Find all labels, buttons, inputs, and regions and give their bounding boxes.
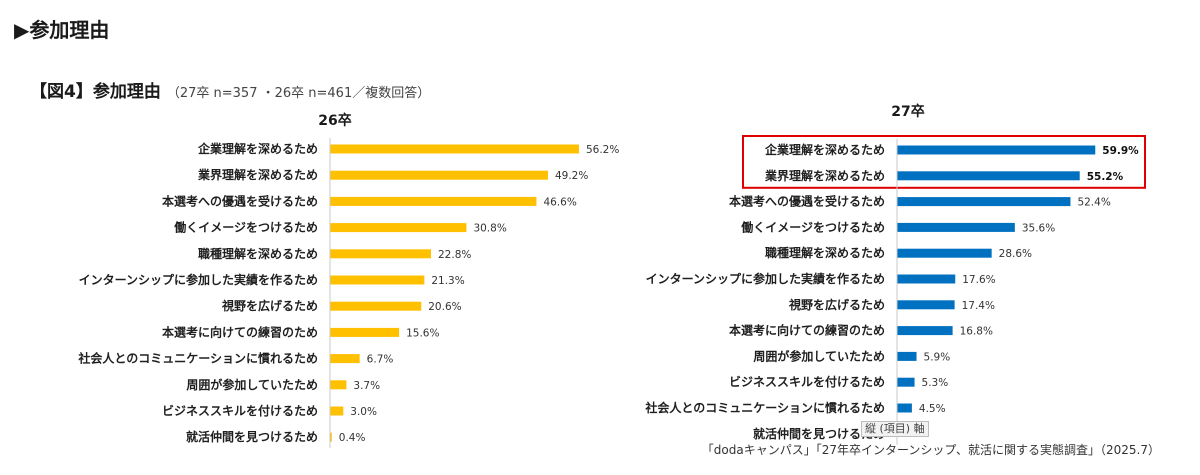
category-label-26: 本選考に向けての練習のため bbox=[162, 324, 318, 339]
chart-title-26: 26卒 bbox=[318, 112, 351, 129]
category-label-26: 周囲が参加していたため bbox=[186, 377, 318, 392]
value-label-26: 22.8% bbox=[438, 249, 471, 261]
value-label-27: 55.2% bbox=[1087, 171, 1124, 183]
category-label-26: 視野を広げるため bbox=[221, 298, 318, 313]
category-label-26: 就活仲間を見つけるため bbox=[186, 429, 318, 444]
bar-27 bbox=[897, 222, 1015, 232]
value-label-26: 20.6% bbox=[428, 301, 461, 313]
value-label-27: 28.6% bbox=[999, 248, 1032, 260]
bar-26 bbox=[330, 327, 400, 337]
bar-27 bbox=[897, 403, 912, 413]
bar-27 bbox=[897, 300, 955, 310]
category-label-26: 社会人とのコミュニケーションに慣れるため bbox=[77, 351, 318, 366]
category-label-26: ビジネススキルを付けるため bbox=[162, 403, 318, 418]
value-label-27: 17.6% bbox=[962, 274, 995, 286]
category-label-27: 業界理解を深めるため bbox=[764, 168, 885, 183]
category-label-27: 周囲が参加していたため bbox=[753, 348, 885, 363]
value-label-27: 59.9% bbox=[1102, 145, 1139, 157]
figure-title-sub: （27卒 n=357 ・26卒 n=461／複数回答） bbox=[166, 86, 431, 101]
category-label-26: インターンシップに参加した実績を作るため bbox=[79, 272, 318, 287]
category-label-27: 本選考に向けての練習のため bbox=[729, 323, 885, 338]
category-label-27: 働くイメージをつけるため bbox=[740, 219, 885, 234]
value-label-26: 30.8% bbox=[473, 223, 506, 235]
bar-27 bbox=[897, 377, 915, 387]
value-label-27: 17.4% bbox=[962, 300, 995, 312]
value-label-26: 49.2% bbox=[555, 170, 588, 182]
figure-title-main: 【図4】参加理由 bbox=[30, 82, 161, 102]
bar-26 bbox=[330, 144, 579, 154]
value-label-27: 4.5% bbox=[919, 403, 946, 415]
category-label-27: 視野を広げるため bbox=[788, 297, 885, 312]
value-label-26: 0.4% bbox=[339, 432, 366, 444]
category-label-27: 社会人とのコミュニケーションに慣れるため bbox=[644, 400, 885, 415]
chart-title-27: 27卒 bbox=[891, 103, 924, 120]
value-label-26: 3.0% bbox=[350, 406, 377, 418]
bar-26 bbox=[330, 170, 548, 180]
bar-26 bbox=[330, 301, 422, 311]
bar-27 bbox=[897, 326, 953, 336]
value-label-26: 21.3% bbox=[431, 275, 464, 287]
category-label-26: 企業理解を深めるため bbox=[197, 141, 318, 156]
vertical-axis-tooltip: 縦 (項目) 軸 bbox=[861, 421, 929, 437]
category-label-26: 業界理解を深めるため bbox=[197, 167, 318, 182]
bar-26 bbox=[330, 223, 467, 233]
bar-26 bbox=[330, 380, 347, 390]
category-label-27: 企業理解を深めるため bbox=[764, 142, 885, 157]
category-label-27: 就活仲間を見つけるため bbox=[753, 426, 885, 441]
value-label-27: 35.6% bbox=[1022, 222, 1055, 234]
bar-26 bbox=[330, 275, 425, 285]
bar-26 bbox=[330, 432, 332, 442]
value-label-27: 52.4% bbox=[1077, 197, 1110, 209]
category-label-27: 本選考への優遇を受けるため bbox=[729, 194, 885, 209]
value-label-26: 6.7% bbox=[367, 354, 394, 366]
category-label-27: インターンシップに参加した実績を作るため bbox=[646, 271, 885, 286]
bar-26 bbox=[330, 406, 344, 416]
bar-26 bbox=[330, 196, 537, 206]
value-label-27: 5.9% bbox=[924, 351, 951, 363]
value-label-26: 3.7% bbox=[353, 380, 380, 392]
category-label-27: ビジネススキルを付けるため bbox=[729, 374, 885, 389]
value-label-26: 15.6% bbox=[406, 327, 439, 339]
bar-27 bbox=[897, 274, 956, 284]
category-label-26: 職種理解を深めるため bbox=[198, 246, 318, 261]
bar-27 bbox=[897, 171, 1080, 181]
value-label-26: 46.6% bbox=[543, 196, 576, 208]
bar-26 bbox=[330, 249, 432, 259]
bar-27 bbox=[897, 145, 1096, 155]
figure-title: 【図4】参加理由 （27卒 n=357 ・26卒 n=461／複数回答） bbox=[30, 77, 430, 102]
source-note: 「dodaキャンパス」「27年卒インターンシップ、就活に関する実態調査」（202… bbox=[701, 443, 1160, 457]
category-label-26: 本選考への優遇を受けるため bbox=[162, 193, 318, 208]
category-label-27: 職種理解を深めるため bbox=[765, 245, 885, 260]
bar-27 bbox=[897, 248, 992, 258]
bar-27 bbox=[897, 197, 1071, 207]
value-label-27: 16.8% bbox=[960, 326, 993, 338]
category-label-26: 働くイメージをつけるため bbox=[173, 220, 318, 235]
value-label-26: 56.2% bbox=[586, 144, 619, 156]
bar-27 bbox=[897, 351, 917, 361]
value-label-27: 5.3% bbox=[922, 377, 949, 389]
section-title: ▶参加理由 bbox=[14, 18, 110, 42]
highlight-box-27 bbox=[742, 135, 1146, 189]
bar-26 bbox=[330, 354, 360, 364]
